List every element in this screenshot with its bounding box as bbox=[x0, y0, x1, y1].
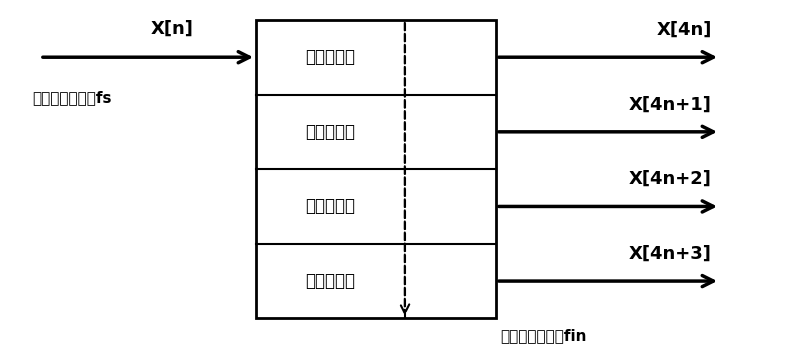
Text: 移位寄存器: 移位寄存器 bbox=[306, 123, 355, 141]
Text: 输入时钟频率：fin: 输入时钟频率：fin bbox=[500, 328, 586, 343]
Text: 移位寄存器: 移位寄存器 bbox=[306, 272, 355, 290]
Text: X[4n+3]: X[4n+3] bbox=[629, 245, 712, 263]
Bar bbox=[256, 20, 496, 319]
Text: X[4n+1]: X[4n+1] bbox=[629, 96, 712, 114]
Text: X[4n]: X[4n] bbox=[657, 21, 712, 39]
Text: 移位寄存器: 移位寄存器 bbox=[306, 48, 355, 66]
Text: 移位寄存器: 移位寄存器 bbox=[306, 197, 355, 215]
Text: 输入时钟频率：fs: 输入时钟频率：fs bbox=[32, 90, 111, 105]
Text: X[n]: X[n] bbox=[150, 19, 194, 37]
Text: X[4n+2]: X[4n+2] bbox=[629, 170, 712, 188]
